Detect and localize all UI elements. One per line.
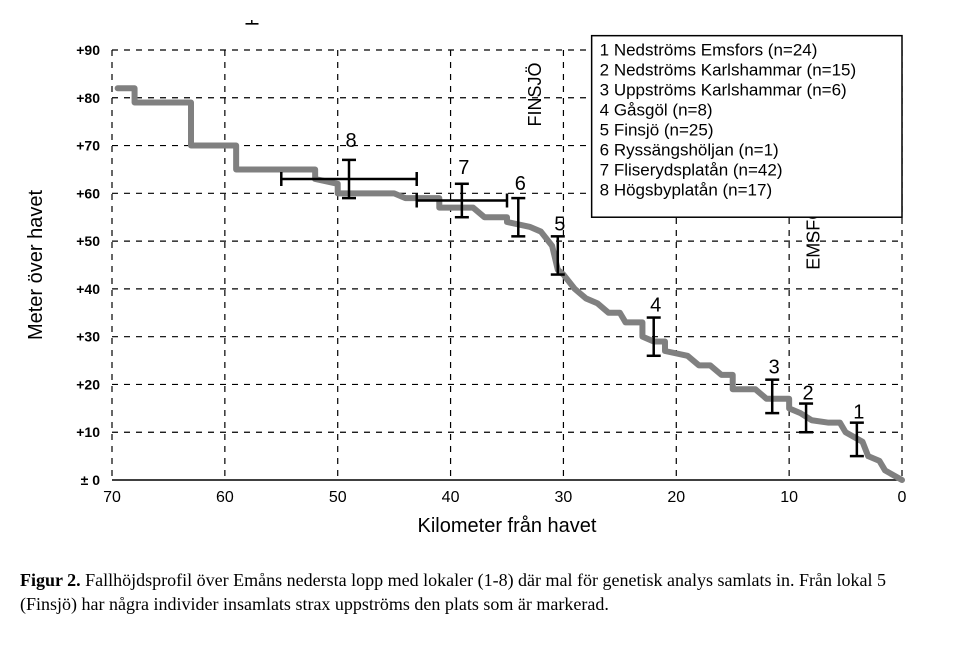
marker-label: 8 xyxy=(345,130,356,152)
y-tick-label: +90 xyxy=(76,42,100,58)
marker-label: 2 xyxy=(803,383,814,405)
x-tick-label: 10 xyxy=(780,489,798,506)
legend-item: 2 Nedströms Karlshammar (n=15) xyxy=(600,61,857,80)
caption-prefix: Figur 2. xyxy=(20,570,81,590)
legend-item: 8 Högsbyplatån (n=17) xyxy=(600,181,772,200)
legend-item: 7 Fliserydsplatån (n=42) xyxy=(600,161,783,180)
y-tick-label: +10 xyxy=(76,424,100,440)
x-tick-label: 40 xyxy=(442,489,460,506)
marker-label: 4 xyxy=(650,295,661,317)
x-tick-label: 0 xyxy=(898,489,907,506)
caption-text: Fallhöjdsprofil över Emåns nedersta lopp… xyxy=(20,570,886,614)
x-tick-label: 60 xyxy=(216,489,234,506)
legend-item: 3 Uppströms Karlshammar (n=6) xyxy=(600,81,847,100)
y-tick-label: +60 xyxy=(76,185,100,201)
x-tick-label: 70 xyxy=(103,489,121,506)
figure-container: ± 0+10+20+30+40+50+60+70+80+907060504030… xyxy=(20,20,940,617)
profile-chart: ± 0+10+20+30+40+50+60+70+80+907060504030… xyxy=(20,20,940,550)
x-tick-label: 20 xyxy=(667,489,685,506)
legend-item: 5 Finsjö (n=25) xyxy=(600,121,714,140)
y-tick-label: +40 xyxy=(76,281,100,297)
x-axis-label: Kilometer från havet xyxy=(418,515,597,537)
figure-caption: Figur 2. Fallhöjdsprofil över Emåns nede… xyxy=(20,568,940,617)
locality-label: FINSJÖ xyxy=(525,62,545,126)
legend-item: 6 Ryssängshöljan (n=1) xyxy=(600,141,779,160)
y-tick-label: +80 xyxy=(76,90,100,106)
marker-label: 1 xyxy=(853,402,864,424)
marker-label: 3 xyxy=(769,357,780,379)
marker-label: 6 xyxy=(515,173,526,195)
marker-label: 7 xyxy=(458,157,469,179)
locality-label: HÖGSBY xyxy=(243,20,263,26)
y-tick-label: +30 xyxy=(76,329,100,345)
y-tick-label: +70 xyxy=(76,138,100,154)
y-tick-label: +50 xyxy=(76,233,100,249)
marker-label: 5 xyxy=(554,213,565,235)
y-tick-label: ± 0 xyxy=(81,472,101,488)
x-tick-label: 50 xyxy=(329,489,347,506)
y-axis-label: Meter över havet xyxy=(25,190,47,341)
legend-item: 4 Gåsgöl (n=8) xyxy=(600,101,713,120)
legend-item: 1 Nedströms Emsfors (n=24) xyxy=(600,41,818,60)
y-tick-label: +20 xyxy=(76,376,100,392)
x-tick-label: 30 xyxy=(555,489,573,506)
